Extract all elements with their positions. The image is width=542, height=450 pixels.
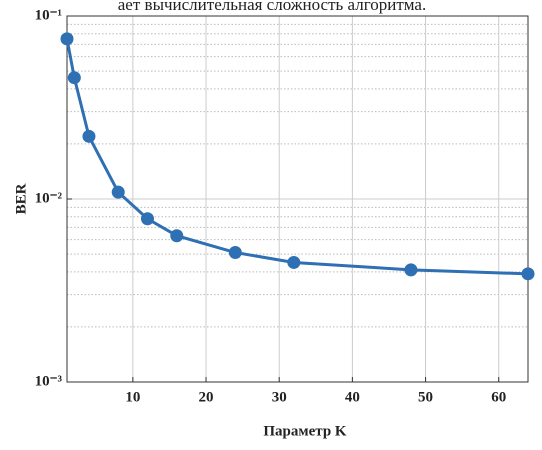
point xyxy=(404,263,418,277)
y-axis-label: BER xyxy=(13,183,29,214)
y-tick-label: 10⁻¹ xyxy=(35,7,62,23)
point xyxy=(60,32,74,46)
y-tick-label: 10⁻³ xyxy=(35,373,63,389)
x-tick-label: 50 xyxy=(418,389,433,405)
line xyxy=(65,38,529,276)
x-tick-label: 40 xyxy=(345,389,360,405)
point xyxy=(287,255,301,269)
point xyxy=(170,229,184,243)
caption: ает вычислительная сложность алгоритма. xyxy=(118,0,426,14)
point xyxy=(82,129,96,143)
point xyxy=(521,267,535,281)
point xyxy=(228,246,242,260)
x-tick-label: 20 xyxy=(199,389,214,405)
x-tick-label: 60 xyxy=(491,389,506,405)
x-axis-label: Параметр K xyxy=(263,423,347,439)
point xyxy=(140,212,154,226)
x-tick-label: 10 xyxy=(125,389,140,405)
point xyxy=(67,71,81,85)
point xyxy=(111,185,125,199)
y-tick-label: 10⁻² xyxy=(35,190,63,206)
plot-frame xyxy=(66,15,529,383)
x-tick-label: 30 xyxy=(272,389,287,405)
